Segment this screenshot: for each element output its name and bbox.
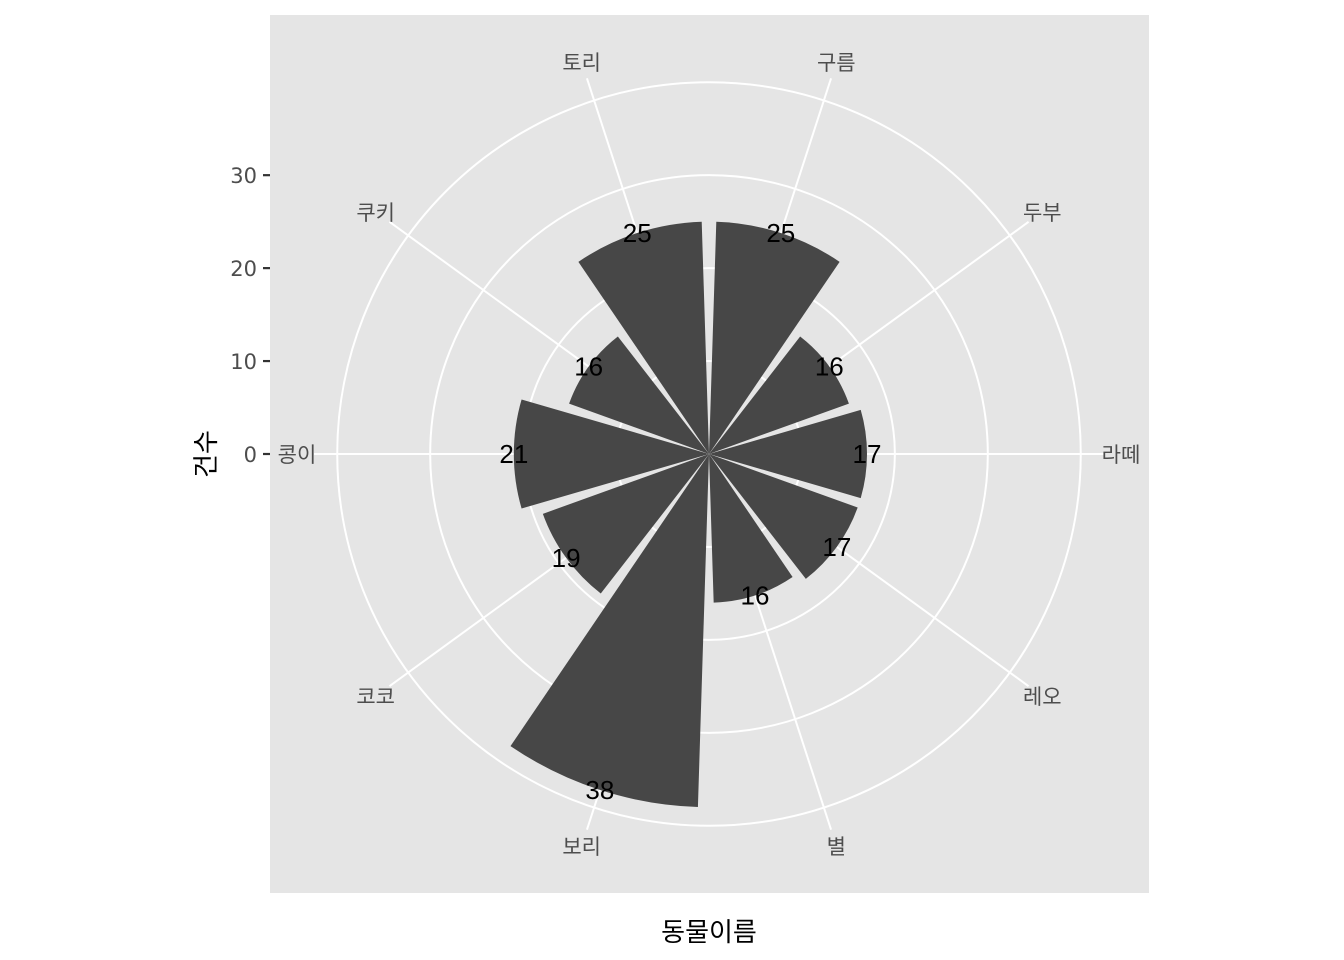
bar-value-label: 21 bbox=[499, 439, 528, 469]
category-label: 토리 bbox=[562, 51, 601, 75]
bar-value-label: 25 bbox=[623, 218, 652, 248]
category-label: 두부 bbox=[1023, 201, 1062, 225]
bar-wedge bbox=[709, 454, 858, 579]
y-axis: 0 10 20 30 bbox=[230, 164, 270, 467]
bar-wedge bbox=[542, 454, 709, 594]
bars bbox=[510, 221, 867, 808]
category-label: 구름 bbox=[817, 51, 856, 75]
bar-wedge bbox=[513, 399, 709, 509]
bar-wedge bbox=[709, 454, 793, 603]
bar-wedge bbox=[709, 336, 849, 454]
y-tick-label: 0 bbox=[244, 443, 257, 467]
bar-value-label: 16 bbox=[815, 352, 844, 382]
category-label: 별 bbox=[827, 835, 846, 859]
category-label: 라떼 bbox=[1102, 443, 1141, 467]
category-label: 코코 bbox=[356, 685, 395, 709]
bar-value-label: 25 bbox=[766, 218, 795, 248]
x-axis-title: 동물이름 bbox=[661, 918, 757, 948]
bar-value-label: 19 bbox=[552, 543, 581, 573]
y-axis-title: 건수 bbox=[192, 430, 222, 478]
y-tick-label: 10 bbox=[230, 350, 257, 374]
bar-wedge bbox=[709, 221, 840, 454]
category-label: 보리 bbox=[562, 835, 601, 859]
bar-wedge bbox=[569, 336, 709, 454]
bar-value-label: 16 bbox=[574, 352, 603, 382]
bar-wedge bbox=[578, 221, 709, 454]
category-label: 콩이 bbox=[278, 443, 317, 467]
bar-wedge bbox=[709, 409, 867, 499]
bar-wedge bbox=[510, 454, 709, 808]
category-label: 레오 bbox=[1023, 685, 1062, 709]
bar-value-label: 16 bbox=[740, 580, 769, 610]
bar-value-label: 17 bbox=[822, 532, 851, 562]
bar-value-label: 38 bbox=[585, 775, 614, 805]
category-label: 쿠키 bbox=[356, 201, 395, 225]
y-tick-label: 20 bbox=[230, 257, 257, 281]
data-labels: 25 16 17 17 16 38 19 21 16 25 bbox=[499, 218, 881, 805]
bar-value-label: 17 bbox=[853, 439, 882, 469]
y-tick-label: 30 bbox=[230, 164, 257, 188]
